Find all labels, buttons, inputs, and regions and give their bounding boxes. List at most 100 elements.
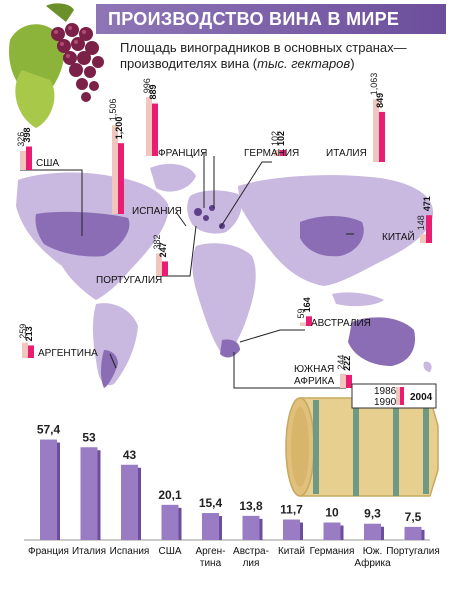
label-2004-8: 213: [24, 326, 34, 341]
label-2004-7: 164: [302, 297, 312, 312]
production-category-1-0: Италия: [72, 546, 106, 557]
barrel-illustration: [285, 397, 439, 497]
legend-swatch-2004: [400, 387, 404, 405]
production-category-9-0: Португалия: [386, 546, 440, 557]
label-1986-9: 244: [336, 355, 346, 370]
bar-2004-9: [346, 374, 352, 388]
country-label-5: КИТАЙ: [382, 230, 415, 243]
production-category-7-0: Германия: [310, 546, 355, 557]
production-value-7: 10: [325, 506, 339, 520]
production-value-9: 7,5: [405, 510, 422, 524]
label-2004-6: 247: [158, 242, 168, 257]
production-bar-side-2: [138, 467, 141, 540]
production-bar-2: [121, 464, 138, 540]
legend-year-2004: 2004: [410, 392, 433, 403]
label-2004-9: 222: [342, 356, 352, 371]
label-1986-2: 996: [142, 78, 152, 93]
production-bar-8: [364, 523, 381, 540]
production-bars: 57,4 Франция 53 Италия 43 Испания 20,1 США 15,4 А…: [24, 423, 440, 569]
country-label-4: ИТАЛИЯ: [326, 148, 367, 159]
label-2004-4: 849: [375, 93, 385, 108]
production-value-6: 11,7: [280, 503, 303, 517]
country-label-6: ПОРТУГАЛИЯ: [96, 275, 162, 286]
production-category-5-1: лия: [243, 558, 260, 569]
title-bar: [96, 4, 446, 34]
label-2004-1: 1,200: [114, 117, 124, 140]
production-category-8-1: Африка: [354, 557, 391, 569]
production-bar-4: [202, 513, 219, 540]
label-1986-6: 382: [152, 234, 162, 249]
subtitle-prefix: производителях вина (: [120, 56, 258, 71]
production-bar-side-1: [97, 450, 101, 540]
bar-1986-5: [420, 234, 426, 243]
production-bar-side-0: [57, 442, 60, 540]
legend-swatch-1986: [396, 387, 400, 405]
country-label-8: АРГЕНТИНА: [38, 348, 98, 359]
south-africa: [220, 339, 240, 358]
bar-1986-8: [22, 342, 28, 358]
country-label-7: АВСТРАЛИЯ: [311, 318, 371, 329]
label-1986-0: 326: [16, 132, 26, 147]
country-label-3: ГЕРМАНИЯ: [244, 148, 299, 159]
production-category-6-0: Китай: [278, 546, 305, 557]
subtitle-line-1: Площадь виноградников в основных странах…: [120, 40, 407, 55]
legend: 1986 1990 2004: [351, 383, 437, 409]
bar-2004-6: [162, 261, 168, 276]
bar-2004-8: [28, 345, 34, 358]
production-value-5: 13,8: [239, 499, 263, 513]
label-1986-3: 102: [270, 131, 280, 146]
bar-1986-3: [274, 149, 280, 156]
china: [300, 216, 364, 257]
production-bar-3: [161, 504, 179, 540]
legend-year-1990: 1990: [374, 397, 397, 408]
south-america: [92, 303, 138, 386]
label-1986-8: 259: [18, 324, 28, 339]
legend-year-1986: 1986: [374, 386, 397, 397]
production-bar-side-3: [178, 507, 182, 540]
country-label-10: АФРИКА: [294, 376, 335, 387]
bar-2004-5: [426, 215, 432, 243]
bar-2004-1: [118, 143, 124, 214]
australia: [348, 317, 416, 366]
production-value-4: 15,4: [199, 496, 223, 510]
page-title: ПРОИЗВОДСТВО ВИНА В МИРЕ: [108, 9, 400, 29]
bar-2004-4: [379, 111, 385, 162]
production-bar-9: [404, 526, 422, 540]
bar-1986-4: [373, 99, 379, 162]
world-map: [16, 163, 434, 388]
europe: [187, 190, 242, 234]
label-1986-7: 59: [296, 309, 306, 319]
label-1986-5: 148: [416, 215, 426, 230]
production-category-4-0: Арген-: [195, 546, 225, 557]
production-bar-side-6: [300, 522, 303, 540]
greenland: [150, 163, 196, 192]
africa: [192, 243, 256, 355]
production-bar-1: [80, 447, 98, 540]
production-value-0: 57,4: [37, 423, 61, 437]
production-value-2: 43: [123, 448, 137, 462]
chart-subtitle: Площадь виноградников в основных странах…: [120, 40, 440, 72]
label-2004-0: 398: [22, 127, 32, 142]
bar-2004-2: [152, 103, 158, 156]
production-category-4-1: тина: [200, 558, 222, 569]
production-bar-7: [323, 522, 341, 540]
production-value-1: 53: [82, 430, 96, 444]
production-value-8: 9,3: [364, 507, 381, 521]
bar-2004-7: [306, 316, 312, 326]
argentina: [101, 350, 118, 388]
bar-1986-9: [340, 373, 346, 388]
label-2004-5: 471: [422, 196, 432, 211]
production-category-0-0: Франция: [28, 546, 69, 557]
production-bar-side-7: [340, 525, 344, 540]
production-bar-side-9: [421, 529, 425, 540]
bar-1986-6: [156, 253, 162, 276]
label-1986-4: 1,063: [369, 73, 379, 96]
production-category-2-0: Испания: [110, 546, 150, 557]
production-value-3: 20,1: [158, 488, 182, 502]
production-category-5-0: Австра-: [233, 546, 269, 557]
production-bar-side-5: [259, 518, 263, 540]
production-bar-side-4: [219, 516, 222, 540]
